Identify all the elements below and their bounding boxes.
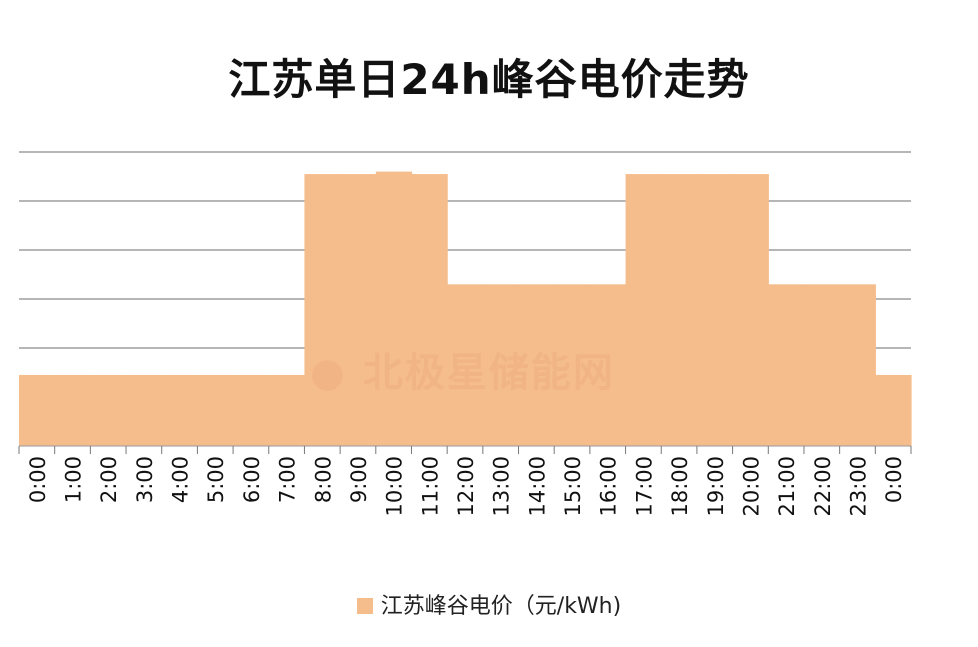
x-tick-label: 12:00 [454, 456, 478, 517]
x-tick-label: 21:00 [775, 456, 799, 517]
area-segment-19 [696, 174, 734, 447]
area-segment-16 [589, 284, 627, 446]
x-tick-label: 15:00 [561, 456, 585, 517]
area-segment-13 [482, 284, 520, 446]
area-segment-1 [54, 374, 91, 446]
x-tick-label: 14:00 [525, 456, 549, 517]
x-tick-label: 17:00 [632, 456, 656, 517]
area-segment-14 [518, 284, 555, 446]
area-segment-4 [161, 374, 198, 446]
area-segment-15 [554, 284, 591, 446]
x-tick-label: 13:00 [490, 456, 514, 517]
area-segment-3 [126, 374, 163, 446]
area-segment-23 [839, 284, 876, 446]
x-tick-label: 6:00 [240, 456, 264, 503]
x-tick-label: 2:00 [97, 456, 121, 503]
area-segment-8 [304, 174, 341, 447]
watermark: ● 北极星储能网 [310, 350, 615, 396]
x-tick-label: 4:00 [169, 456, 193, 503]
x-tick-label: 0:00 [882, 456, 906, 503]
area-segment-24 [875, 374, 912, 446]
legend-swatch [356, 598, 373, 614]
area-segment-11 [411, 174, 448, 447]
area-segment-17 [625, 174, 662, 447]
x-tick-label: 10:00 [383, 456, 407, 517]
x-tick-label: 5:00 [204, 456, 228, 503]
area-segment-12 [447, 284, 484, 446]
x-tick-label: 7:00 [276, 456, 300, 503]
x-tick-label: 19:00 [704, 456, 728, 517]
area-segment-0 [19, 374, 56, 446]
x-tick-label: 16:00 [597, 456, 621, 517]
area-segment-22 [803, 284, 841, 446]
area-segment-20 [732, 174, 769, 447]
area-segment-9 [340, 174, 377, 447]
chart-title: 江苏单日24h峰谷电价走势 [228, 55, 750, 104]
x-tick-label: 18:00 [668, 456, 692, 517]
x-tick-label: 9:00 [347, 456, 371, 503]
area-chart: 0:00 1:00 2:00 3:00 4:00 5:00 6:00 7:00 8:00 9:00… [18, 151, 912, 517]
area-segment-18 [661, 174, 698, 447]
legend-label: 江苏峰谷电价（元/kWh) [380, 594, 622, 619]
x-tick-label: 20:00 [739, 456, 763, 517]
x-tick-label: 0:00 [26, 456, 50, 503]
legend: 江苏峰谷电价（元/kWh) [0, 588, 978, 620]
x-tick-label: 3:00 [133, 456, 157, 503]
area-segment-5 [197, 374, 234, 446]
area-segment-6 [233, 374, 270, 446]
area-segment-7 [268, 374, 306, 446]
x-tick-label: 1:00 [62, 456, 86, 503]
area-segment-10 [375, 171, 413, 446]
x-tick-label: 8:00 [311, 456, 335, 503]
x-tick-label: 11:00 [418, 456, 442, 517]
x-tick-label: 23:00 [846, 456, 870, 517]
x-tick-label: 22:00 [811, 456, 835, 517]
area-segment-2 [90, 374, 127, 446]
area-segment-21 [768, 284, 805, 446]
